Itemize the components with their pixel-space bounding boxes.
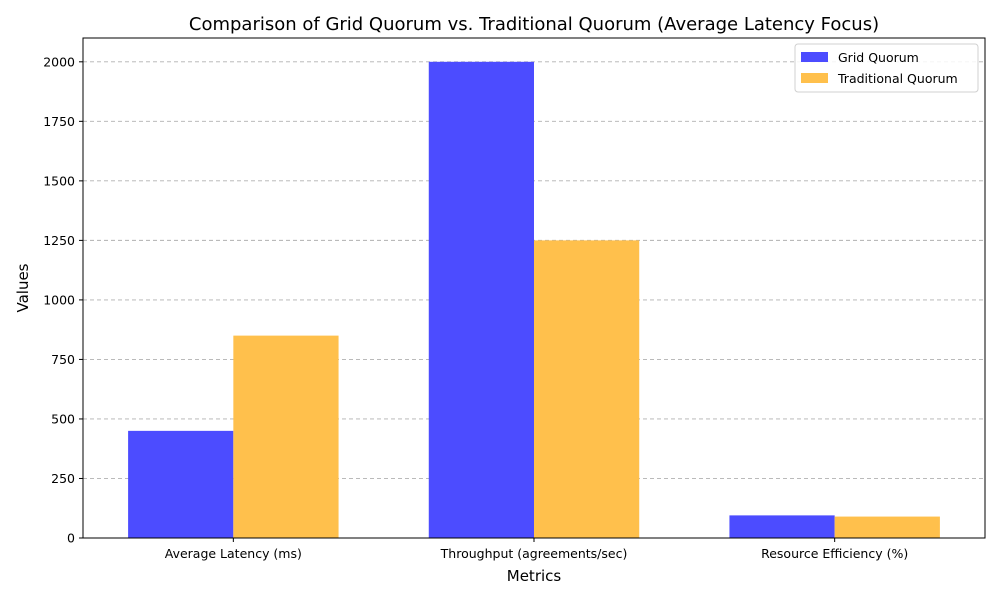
legend: Grid Quorum Traditional Quorum [794, 43, 979, 93]
x-tick-label: Throughput (agreements/sec) [440, 546, 628, 561]
y-tick-label: 0 [67, 531, 75, 546]
bar-grid-quorum-1 [428, 61, 534, 539]
y-tick-label: 1250 [43, 233, 75, 248]
legend-swatch [801, 73, 828, 83]
bar-grid-quorum-0 [128, 430, 234, 538]
x-axis-label: Metrics [507, 567, 562, 585]
y-tick-label: 250 [51, 471, 75, 486]
y-tick-label: 1500 [43, 173, 75, 188]
x-tick-label: Average Latency (ms) [165, 546, 302, 561]
y-tick-label: 1000 [43, 292, 75, 307]
x-tick-label: Resource Efficiency (%) [761, 546, 908, 561]
tick-labels: 0 250 500 750 1000 1250 1500 1750 2000 Average La… [43, 54, 908, 561]
y-tick-label: 2000 [43, 54, 75, 69]
legend-label: Grid Quorum [838, 50, 919, 65]
y-tick-label: 1750 [43, 114, 75, 129]
legend-swatch [801, 52, 828, 62]
plot-frame [82, 37, 986, 539]
bar-traditional-quorum-0 [233, 335, 339, 538]
y-tick-label: 500 [51, 411, 75, 426]
axes [79, 37, 986, 542]
y-tick-label: 750 [51, 352, 75, 367]
legend-box [794, 43, 979, 93]
bar-traditional-quorum-1 [534, 240, 640, 538]
legend-label: Traditional Quorum [837, 71, 958, 86]
bar-grid-quorum-2 [729, 515, 835, 538]
bar-traditional-quorum-2 [834, 516, 940, 538]
chart-title: Comparison of Grid Quorum vs. Traditiona… [189, 14, 879, 35]
y-axis-label: Values [14, 263, 32, 312]
bars [128, 61, 940, 539]
